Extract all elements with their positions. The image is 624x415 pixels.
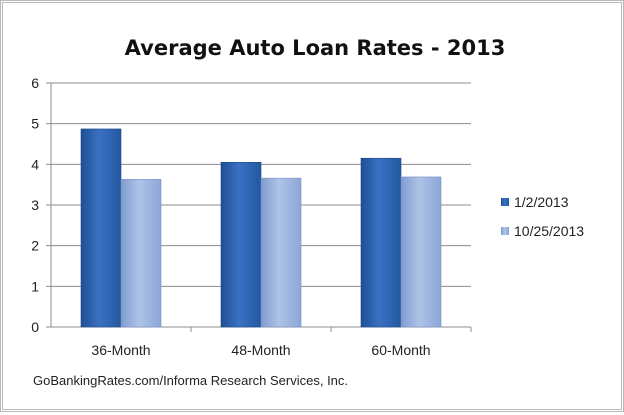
y-tick-label: 5	[31, 116, 39, 132]
source-note: GoBankingRates.com/Informa Research Serv…	[33, 373, 348, 388]
y-tick-label: 0	[31, 319, 39, 335]
legend-swatch	[501, 227, 509, 235]
bar-1-2-2013-60-month	[360, 157, 402, 328]
x-tick-label: 36-Month	[91, 342, 150, 358]
y-tick-label: 4	[31, 156, 39, 172]
y-tick-label: 3	[31, 197, 39, 213]
legend-label: 10/25/2013	[514, 223, 584, 239]
bar-1-2-2013-36-month	[80, 128, 122, 328]
legend-label: 1/2/2013	[514, 194, 569, 210]
bar-10-25-2013-48-month	[260, 177, 302, 328]
y-tick-label: 2	[31, 238, 39, 254]
x-tick-label: 48-Month	[231, 342, 290, 358]
bar-10-25-2013-60-month	[400, 176, 442, 328]
chart-svg: Average Auto Loan Rates - 2013 0 1 2 3 4 5 6 3…	[31, 36, 584, 388]
bar-10-25-2013-36-month	[120, 179, 162, 328]
category-labels: 36-Month 48-Month 60-Month	[91, 342, 430, 358]
chart-title: Average Auto Loan Rates - 2013	[125, 36, 506, 60]
y-tick-label: 6	[31, 75, 39, 91]
y-tick-label: 1	[31, 278, 39, 294]
bar-1-2-2013-48-month	[220, 162, 262, 328]
legend-swatch	[501, 198, 509, 206]
bars	[80, 128, 442, 328]
legend: 1/2/2013 10/25/2013	[501, 194, 584, 239]
x-tick-label: 60-Month	[371, 342, 430, 358]
